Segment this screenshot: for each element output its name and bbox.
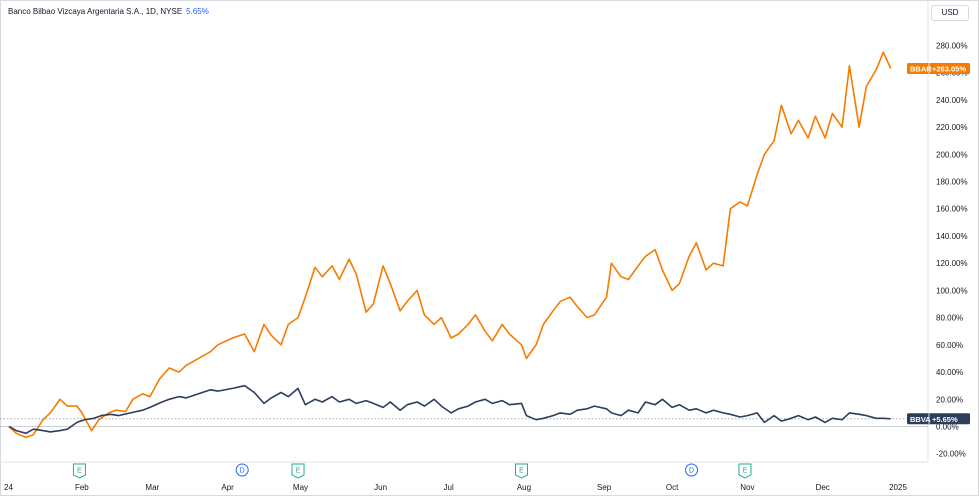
- x-tick-label: Apr: [221, 483, 234, 492]
- symbol-change: 5.65%: [186, 7, 209, 16]
- event-letter: E: [519, 468, 524, 475]
- y-tick-label: 200.00%: [936, 150, 968, 159]
- x-tick-label: Dec: [816, 483, 830, 492]
- y-tick-label: 140.00%: [936, 232, 968, 241]
- series-label-value: +5.65%: [932, 415, 958, 424]
- event-shape: [738, 463, 752, 479]
- y-tick-label: 40.00%: [936, 368, 963, 377]
- event-letter: E: [296, 468, 301, 475]
- event-shape: [515, 463, 529, 479]
- x-tick-label: Jun: [374, 483, 387, 492]
- series-label-bg: [907, 413, 970, 425]
- symbol-title[interactable]: Banco Bilbao Vizcaya Argentaria S.A., 1D…: [8, 7, 183, 16]
- earnings-marker[interactable]: E: [72, 463, 86, 479]
- series-line-bbar: [8, 51, 892, 439]
- series-label-name: BBAR: [910, 64, 932, 73]
- x-tick-label: Mar: [145, 483, 159, 492]
- series-label-value: +263.05%: [932, 64, 966, 73]
- y-tick-label: -20.00%: [936, 450, 966, 459]
- y-tick-label: 160.00%: [936, 205, 968, 214]
- chart-legend: Banco Bilbao Vizcaya Argentaria S.A., 1D…: [8, 7, 209, 16]
- x-tick-label: Sep: [597, 483, 612, 492]
- x-tick-label: 2025: [889, 483, 907, 492]
- series-label-bg: [907, 62, 970, 74]
- event-letter: E: [77, 468, 82, 475]
- x-tick-label: Oct: [666, 483, 679, 492]
- event-letter: E: [743, 468, 748, 475]
- series-line-bbva: [8, 384, 891, 435]
- y-tick-label: 60.00%: [936, 341, 963, 350]
- event-shape: [291, 463, 305, 479]
- dividend-marker[interactable]: D: [235, 463, 249, 477]
- event-letter: D: [689, 468, 694, 475]
- x-tick-label: Feb: [75, 483, 89, 492]
- series-label-bbar: BBAR +263.05%: [907, 62, 970, 74]
- event-letter: D: [240, 468, 245, 475]
- y-tick-label: 120.00%: [936, 259, 968, 268]
- series-layer: [0, 51, 928, 439]
- y-tick-label: 100.00%: [936, 286, 968, 295]
- series-label-bbva: BBVA +5.65%: [907, 413, 970, 425]
- x-tick-label: 24: [4, 483, 13, 492]
- y-tick-label: 240.00%: [936, 96, 968, 105]
- x-tick-label: Jul: [444, 483, 454, 492]
- y-tick-label: 80.00%: [936, 314, 963, 323]
- x-tick-label: May: [293, 483, 308, 492]
- earnings-marker[interactable]: E: [515, 463, 529, 479]
- x-tick-label: Nov: [740, 483, 754, 492]
- series-label-name: BBVA: [910, 415, 931, 424]
- currency-button[interactable]: USD: [931, 5, 969, 21]
- price-axis[interactable]: 280.00%260.00%240.00%220.00%200.00%180.0…: [936, 41, 968, 458]
- event-shape: [685, 463, 699, 477]
- earnings-marker[interactable]: E: [291, 463, 305, 479]
- series-labels: BBAR +263.05% BBVA +5.65%: [907, 62, 970, 425]
- dividend-marker[interactable]: D: [685, 463, 699, 477]
- earnings-marker[interactable]: E: [738, 463, 752, 479]
- y-tick-label: 0.00%: [936, 423, 959, 432]
- y-tick-label: 280.00%: [936, 41, 968, 50]
- event-shape: [235, 463, 249, 477]
- time-axis[interactable]: 24 Feb Mar Apr May Jun Jul Aug Sep Oct Nov Dec 2025: [4, 483, 907, 492]
- y-tick-label: 180.00%: [936, 178, 968, 187]
- y-tick-label: 220.00%: [936, 123, 968, 132]
- x-tick-label: Aug: [517, 483, 531, 492]
- event-shape: [72, 463, 86, 479]
- y-tick-label: 20.00%: [936, 395, 963, 404]
